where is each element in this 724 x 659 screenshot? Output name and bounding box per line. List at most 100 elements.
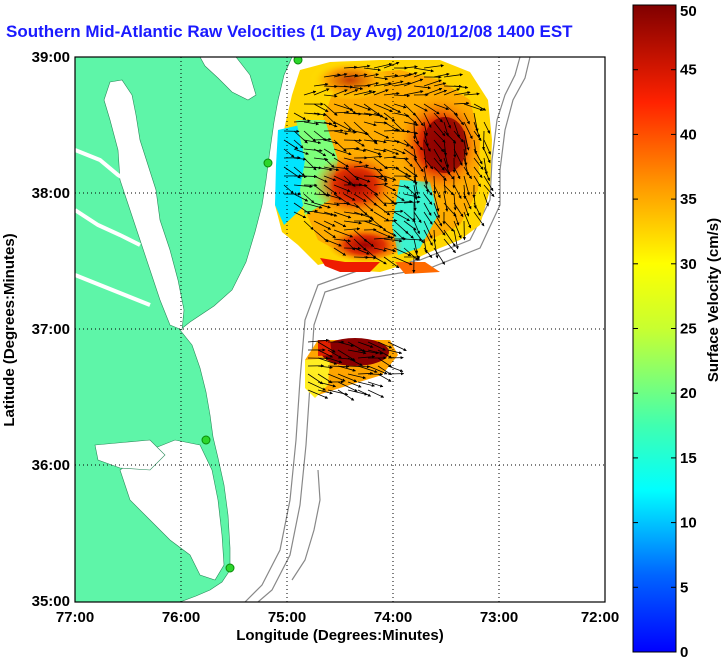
velocity-arrow [453, 193, 457, 211]
velocity-arrow [323, 157, 335, 168]
velocity-arrow [413, 139, 423, 151]
velocity-arrow [343, 246, 362, 251]
velocity-arrow [363, 67, 382, 72]
velocity-arrow [383, 229, 397, 237]
x-tick-label: 72:00 [581, 609, 619, 626]
velocity-arrow [373, 166, 388, 181]
river-1 [75, 148, 137, 187]
velocity-arrow [403, 238, 423, 242]
velocity-arrow [347, 389, 368, 396]
bathymetry-contour-2 [257, 57, 531, 602]
velocity-arrow [313, 175, 328, 183]
velocity-arrow [343, 227, 361, 231]
velocity-arrow [453, 112, 465, 126]
velocity-arrow [307, 338, 330, 343]
velocity-arrow [433, 139, 445, 153]
velocity-arrow [293, 193, 309, 202]
velocity-arrow [323, 121, 338, 128]
velocity-arrow [393, 112, 410, 118]
velocity-arrow [333, 247, 347, 256]
chesapeake-bay [103, 79, 185, 331]
velocity-arrow [463, 193, 472, 210]
velocity-arrow [317, 357, 338, 365]
velocity-arrow [383, 175, 397, 181]
velocity-arrow [453, 220, 462, 239]
velocity-arrow [353, 164, 369, 168]
velocity-arrow [393, 139, 410, 147]
velocity-arrow [393, 157, 409, 161]
velocity-arrow [353, 193, 367, 202]
velocity-arrow [303, 121, 320, 126]
velocity-arrow [393, 166, 409, 176]
velocity-arrow [383, 61, 400, 69]
velocity-arrow [443, 193, 449, 212]
velocity-arrow [293, 130, 308, 144]
velocity-arrow [403, 71, 418, 78]
velocity-arrow [443, 157, 451, 176]
velocity-arrow [473, 166, 483, 179]
velocity-arrow [323, 184, 338, 195]
velocity-arrow [433, 193, 440, 212]
velocity-arrow [433, 202, 440, 219]
velocity-arrow [337, 381, 358, 392]
velocity-arrow [383, 112, 396, 122]
x-axis-label: Longitude (Degrees:Minutes) [236, 627, 444, 644]
velocity-arrow [363, 256, 377, 260]
velocity-arrow [293, 119, 311, 123]
velocity-arrow [393, 229, 405, 241]
velocity-arrow [403, 90, 424, 96]
velocity-arrow [343, 146, 360, 151]
velocity-arrow [303, 112, 321, 116]
velocity-arrow [383, 155, 397, 159]
velocity-arrow [443, 184, 454, 196]
velocity-arrow [343, 202, 360, 209]
velocity-arrow [327, 357, 343, 364]
velocity-arrow [373, 139, 387, 144]
velocity-arrow [343, 157, 363, 164]
velocity-arrow [387, 349, 403, 355]
velocity-arrow [453, 148, 463, 166]
velocity-arrow [443, 166, 455, 180]
velocity-arrow [383, 128, 401, 132]
velocity-arrow [413, 184, 418, 201]
velocity-arrow [443, 139, 448, 157]
velocity-arrow [383, 74, 399, 78]
velocity-arrow [313, 148, 327, 157]
velocity-arrow [363, 166, 383, 172]
velocity-arrow [343, 130, 357, 134]
velocity-arrow [383, 80, 404, 87]
velocity-arrow [413, 85, 432, 90]
velocity-arrow [363, 238, 375, 247]
velocity-arrow [423, 64, 444, 69]
y-tick-label: 36:00 [32, 457, 70, 474]
velocity-arrow [317, 381, 337, 388]
velocity-arrow [383, 256, 400, 269]
velocity-arrow [383, 209, 404, 213]
velocity-arrow [443, 238, 456, 254]
velocity-arrow [373, 256, 387, 265]
velocity-arrow [443, 121, 449, 137]
velocity-arrow [393, 103, 407, 109]
velocity-arrow [383, 202, 398, 206]
velocity-arrow [403, 78, 424, 87]
velocity-arrow [313, 103, 329, 112]
velocity-arrow [387, 341, 407, 351]
velocity-arrow [333, 139, 347, 152]
velocity-arrow [353, 148, 367, 153]
velocity-arrow [313, 220, 332, 230]
velocity-arrow [347, 349, 367, 355]
velocity-arrow [403, 184, 417, 197]
velocity-arrow [413, 175, 419, 196]
velocity-arrow [433, 112, 443, 123]
velocity-arrow [433, 211, 443, 227]
velocity-arrow [443, 220, 455, 232]
velocity-arrow [403, 121, 419, 127]
velocity-arrow [403, 220, 417, 231]
velocity-arrow [483, 148, 491, 164]
velocity-arrow [367, 349, 384, 355]
velocity-arrow [333, 238, 352, 243]
velocity-arrow [343, 103, 357, 115]
velocity-arrow [283, 139, 299, 150]
velocity-arrow [347, 373, 367, 380]
delaware-bay [199, 57, 257, 101]
